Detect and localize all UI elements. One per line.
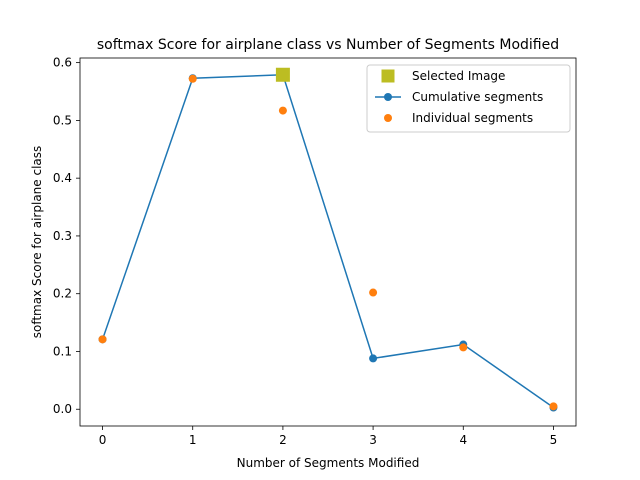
cumulative-segments-line [101,73,554,409]
individual-segments-point [459,343,468,352]
x-tick-label: 1 [189,433,197,447]
cumulative-segments-point [369,354,378,363]
legend: Selected Image Cumulative segments Individ… [366,64,571,133]
individual-segments-point [278,106,287,115]
x-tick-label: 0 [99,433,107,447]
legend-cumulative-segments-marker [384,93,392,101]
individual-segments-point [188,74,197,83]
y-tick-label: 0.6 [53,56,72,70]
axes-frame [79,57,577,427]
y-tick-label: 0.5 [53,113,72,127]
x-tick-label: 5 [550,433,558,447]
y-axis-label: softmax Score for airplane class [30,146,44,339]
plot-area: 0 1 2 3 4 5 0.0 0.1 0.2 0.3 0.4 0.5 0.6 [53,56,577,447]
x-tick-label: 4 [459,433,467,447]
x-tick-label: 3 [369,433,377,447]
legend-individual-segments-marker [384,114,392,122]
y-tick-label: 0.4 [53,171,72,185]
legend-box [366,64,571,133]
legend-selected-image-label: Selected Image [412,69,505,83]
y-tick-label: 0.2 [53,287,72,301]
individual-segments-point [98,335,107,344]
chart-title: softmax Score for airplane class vs Numb… [97,37,559,53]
selected-image-point [275,67,290,82]
individual-segments-point [369,288,378,297]
y-tick-label: 0.1 [53,344,72,358]
x-axis-label: Number of Segments Modified [237,456,420,470]
legend-individual-segments-label: Individual segments [412,111,533,125]
individual-segments-point [549,402,558,411]
y-tick-label: 0.0 [53,402,72,416]
legend-cumulative-segments-label: Cumulative segments [412,90,543,104]
x-tick-label: 2 [279,433,287,447]
legend-selected-image-marker [381,69,395,83]
y-tick-label: 0.3 [53,229,72,243]
